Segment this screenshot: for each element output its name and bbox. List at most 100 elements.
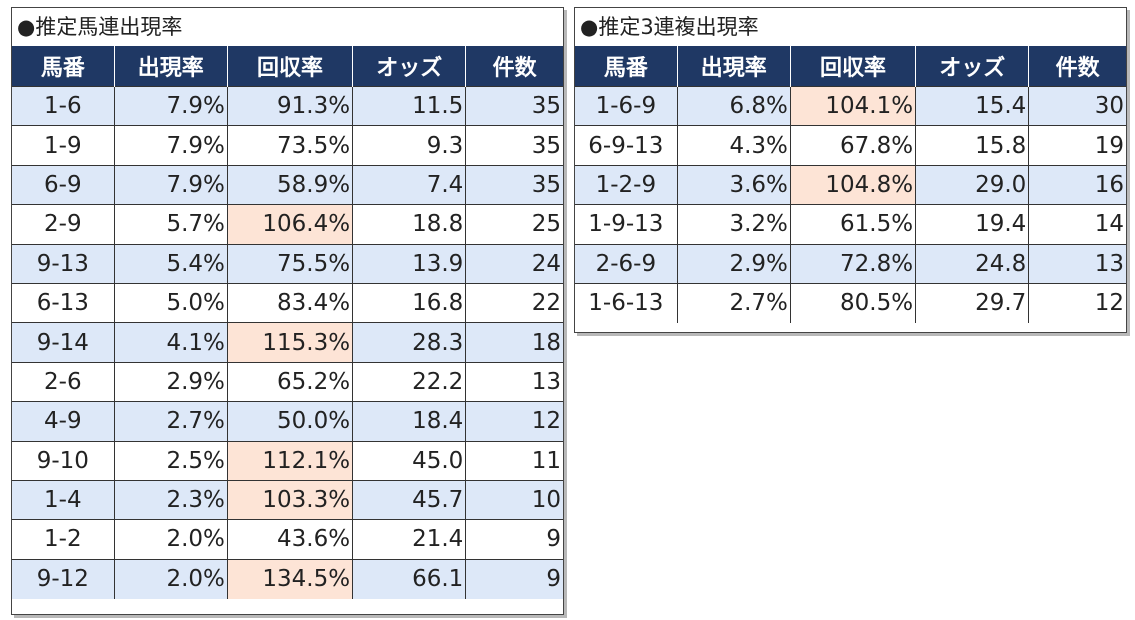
count-cell: 24 [465, 243, 563, 284]
table-row: 1-9 7.9% 73.5% 9.3 35 [12, 125, 563, 166]
return-rate-cell: 134.5% [226, 558, 353, 599]
odds-cell: 13.9 [352, 243, 466, 284]
odds-cell: 29.0 [915, 164, 1029, 205]
header-odds: オッズ [915, 46, 1029, 87]
appearance-rate-cell: 5.4% [113, 243, 228, 284]
odds-cell: 66.1 [352, 558, 466, 599]
return-rate-cell: 43.6% [226, 519, 353, 560]
appearance-rate-cell: 5.7% [113, 204, 228, 245]
odds-cell: 18.8 [352, 204, 466, 245]
count-cell: 9 [465, 519, 563, 560]
count-cell: 12 [465, 401, 563, 442]
return-rate-cell: 80.5% [789, 282, 916, 323]
appearance-rate-cell: 3.2% [676, 204, 791, 245]
appearance-rate-cell: 6.8% [676, 85, 791, 126]
table-row: 1-6-9 6.8% 104.1% 15.4 30 [575, 85, 1126, 126]
return-rate-cell: 106.4% [226, 204, 353, 245]
horse-number-cell: 1-6-9 [575, 85, 678, 126]
umaren-header-row: 馬番 出現率 回収率 オッズ 件数 [12, 46, 563, 87]
horse-number-cell: 9-14 [12, 322, 115, 363]
header-count: 件数 [465, 46, 563, 87]
appearance-rate-cell: 2.9% [113, 361, 228, 402]
horse-number-cell: 6-13 [12, 282, 115, 323]
return-rate-cell: 72.8% [789, 243, 916, 284]
table-row: 9-12 2.0% 134.5% 66.1 9 [12, 558, 563, 599]
table-row: 2-6 2.9% 65.2% 22.2 13 [12, 361, 563, 402]
return-rate-cell: 104.1% [789, 85, 916, 126]
return-rate-cell: 50.0% [226, 401, 353, 442]
horse-number-cell: 4-9 [12, 401, 115, 442]
table-row: 1-6-13 2.7% 80.5% 29.7 12 [575, 282, 1126, 323]
table-row: 2-9 5.7% 106.4% 18.8 25 [12, 204, 563, 245]
appearance-rate-cell: 2.5% [113, 440, 228, 481]
count-cell: 13 [1028, 243, 1126, 284]
odds-cell: 45.7 [352, 479, 466, 520]
appearance-rate-cell: 2.0% [113, 558, 228, 599]
horse-number-cell: 1-9 [12, 125, 115, 166]
header-return-rate: 回収率 [789, 46, 916, 87]
odds-cell: 15.8 [915, 125, 1029, 166]
appearance-rate-cell: 2.9% [676, 243, 791, 284]
umaren-table-body: 1-6 7.9% 91.3% 11.5 35 1-9 7.9% 73.5% 9.3 35 6-9 7.… [12, 85, 563, 599]
count-cell: 35 [465, 125, 563, 166]
header-horse-number: 馬番 [575, 46, 678, 87]
table-row: 1-2 2.0% 43.6% 21.4 9 [12, 519, 563, 560]
appearance-rate-cell: 2.7% [676, 282, 791, 323]
header-appearance-rate: 出現率 [113, 46, 228, 87]
horse-number-cell: 1-6 [12, 85, 115, 126]
horse-number-cell: 1-2 [12, 519, 115, 560]
table-row: 4-9 2.7% 50.0% 18.4 12 [12, 401, 563, 442]
return-rate-cell: 75.5% [226, 243, 353, 284]
return-rate-cell: 83.4% [226, 282, 353, 323]
count-cell: 16 [1028, 164, 1126, 205]
horse-number-cell: 2-6-9 [575, 243, 678, 284]
count-cell: 11 [465, 440, 563, 481]
horse-number-cell: 1-4 [12, 479, 115, 520]
appearance-rate-cell: 3.6% [676, 164, 791, 205]
return-rate-cell: 115.3% [226, 322, 353, 363]
odds-cell: 11.5 [352, 85, 466, 126]
odds-cell: 28.3 [352, 322, 466, 363]
table-row: 1-6 7.9% 91.3% 11.5 35 [12, 85, 563, 126]
sanrenpuku-title: ●推定3連複出現率 [580, 15, 759, 39]
horse-number-cell: 1-2-9 [575, 164, 678, 205]
horse-number-cell: 1-9-13 [575, 204, 678, 245]
count-cell: 35 [465, 164, 563, 205]
count-cell: 22 [465, 282, 563, 323]
return-rate-cell: 73.5% [226, 125, 353, 166]
sanrenpuku-panel: ●推定3連複出現率 馬番 出現率 回収率 オッズ 件数 1-6-9 6.8% 104… [574, 7, 1127, 333]
header-horse-number: 馬番 [12, 46, 115, 87]
horse-number-cell: 9-13 [12, 243, 115, 284]
odds-cell: 22.2 [352, 361, 466, 402]
return-rate-cell: 112.1% [226, 440, 353, 481]
return-rate-cell: 67.8% [789, 125, 916, 166]
header-odds: オッズ [352, 46, 466, 87]
table-row: 9-13 5.4% 75.5% 13.9 24 [12, 243, 563, 284]
return-rate-cell: 91.3% [226, 85, 353, 126]
header-return-rate: 回収率 [226, 46, 353, 87]
count-cell: 9 [465, 558, 563, 599]
appearance-rate-cell: 2.3% [113, 479, 228, 520]
return-rate-cell: 103.3% [226, 479, 353, 520]
horse-number-cell: 9-12 [12, 558, 115, 599]
count-cell: 10 [465, 479, 563, 520]
appearance-rate-cell: 2.0% [113, 519, 228, 560]
odds-cell: 15.4 [915, 85, 1029, 126]
odds-cell: 9.3 [352, 125, 466, 166]
appearance-rate-cell: 7.9% [113, 85, 228, 126]
umaren-panel: ●推定馬連出現率 馬番 出現率 回収率 オッズ 件数 1-6 7.9% 91.3% 1… [11, 7, 564, 615]
appearance-rate-cell: 4.3% [676, 125, 791, 166]
header-appearance-rate: 出現率 [676, 46, 791, 87]
table-row: 6-9 7.9% 58.9% 7.4 35 [12, 164, 563, 205]
count-cell: 14 [1028, 204, 1126, 245]
odds-cell: 29.7 [915, 282, 1029, 323]
count-cell: 19 [1028, 125, 1126, 166]
appearance-rate-cell: 7.9% [113, 164, 228, 205]
odds-cell: 45.0 [352, 440, 466, 481]
horse-number-cell: 2-6 [12, 361, 115, 402]
horse-number-cell: 6-9 [12, 164, 115, 205]
count-cell: 30 [1028, 85, 1126, 126]
table-row: 6-13 5.0% 83.4% 16.8 22 [12, 282, 563, 323]
appearance-rate-cell: 2.7% [113, 401, 228, 442]
umaren-table: 馬番 出現率 回収率 オッズ 件数 1-6 7.9% 91.3% 11.5 35 1-9 7… [12, 46, 563, 599]
